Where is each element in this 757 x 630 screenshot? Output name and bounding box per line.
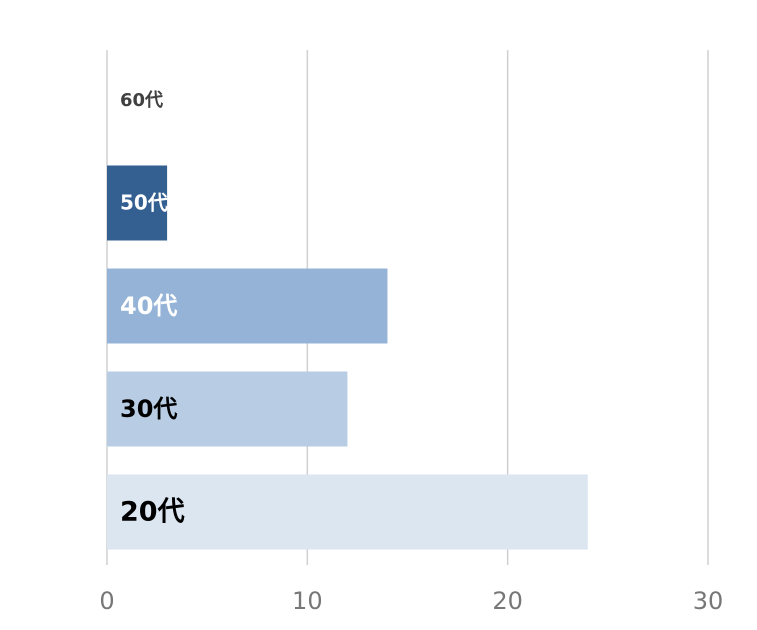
- bar: [107, 474, 588, 550]
- x-tick-label: 30: [693, 587, 724, 615]
- bar-label: 30代: [120, 395, 177, 423]
- bar: [107, 268, 388, 344]
- bar-label: 20代: [120, 497, 185, 528]
- bar-label: 40代: [120, 292, 177, 320]
- x-tick-label: 10: [292, 587, 323, 615]
- bar: [107, 371, 348, 447]
- x-tick-label: 20: [492, 587, 523, 615]
- bar: [107, 165, 168, 241]
- x-tick-label: 0: [99, 587, 114, 615]
- bar-label: 60代: [120, 90, 163, 111]
- bar-label: 50代: [120, 191, 168, 215]
